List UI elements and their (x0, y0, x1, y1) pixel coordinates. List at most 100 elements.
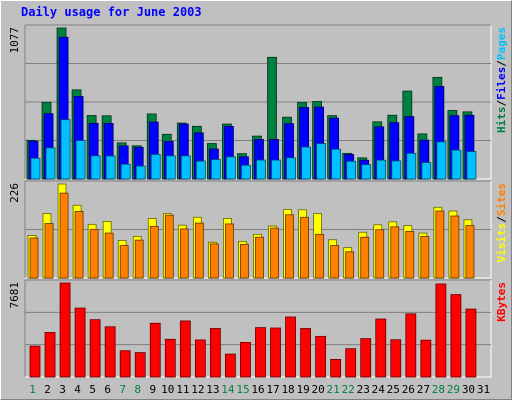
bar-kbytes-day-17 (270, 327, 281, 378)
bar-kbytes-day-21 (330, 358, 342, 378)
bar-pages-day-10 (165, 155, 176, 180)
bar-pages-day-23 (361, 164, 372, 180)
legend-1: Hits/Files/Pages (495, 27, 508, 133)
bar-kbytes-day-15 (240, 341, 251, 378)
x-tick-label-day-1: 1 (29, 383, 36, 396)
bar-sites-day-13 (209, 243, 219, 279)
bar-pages-day-1 (30, 157, 41, 180)
legend-entry: Pages (495, 27, 508, 60)
bar-sites-day-17 (270, 227, 279, 279)
bar-kbytes-day-3 (59, 282, 71, 378)
x-tick-label-day-14: 14 (221, 383, 235, 396)
bar-kbytes-day-10 (164, 338, 176, 378)
bar-pages-day-27 (421, 162, 432, 180)
x-tick-label-day-12: 12 (191, 383, 204, 396)
x-tick-label-day-26: 26 (402, 383, 415, 396)
bar-pages-day-20 (316, 143, 327, 180)
bar-kbytes-day-11 (179, 320, 191, 378)
bar-kbytes-day-29 (450, 294, 462, 378)
bar-sites-day-23 (360, 236, 370, 279)
bar-sites-day-24 (375, 229, 385, 279)
bar-pages-day-14 (226, 156, 236, 180)
bar-kbytes-day-5 (89, 319, 101, 378)
bar-sites-day-1 (29, 237, 39, 279)
x-tick-label-day-19: 19 (296, 383, 309, 396)
bar-kbytes-day-18 (285, 316, 296, 378)
x-tick-label-day-9: 9 (149, 383, 156, 396)
bar-pages-day-11 (180, 155, 191, 180)
legend-entry: Sites (495, 183, 508, 216)
x-tick-label-day-28: 28 (432, 383, 445, 396)
x-tick-label-day-7: 7 (119, 383, 126, 396)
bar-sites-day-6 (104, 232, 114, 279)
x-tick-label-day-10: 10 (161, 383, 174, 396)
bar-sites-day-22 (345, 251, 355, 279)
bar-sites-day-28 (435, 210, 445, 279)
chart-title: Daily usage for June 2003 (21, 5, 202, 19)
legend-3: KBytes (495, 282, 508, 322)
x-tick-label-day-5: 5 (89, 383, 96, 396)
legend-entry: / (495, 100, 508, 107)
x-tick-label-day-16: 16 (251, 383, 264, 396)
legend-entry: KBytes (495, 282, 508, 322)
bar-sites-day-25 (390, 226, 400, 279)
x-tick-label-day-21: 21 (327, 383, 340, 396)
bar-kbytes-day-26 (405, 313, 417, 378)
bar-sites-day-2 (44, 223, 54, 279)
bar-kbytes-day-16 (255, 327, 266, 378)
bar-pages-day-17 (271, 159, 281, 180)
bar-kbytes-day-2 (44, 332, 56, 378)
bar-pages-day-18 (286, 157, 296, 180)
bar-kbytes-day-1 (29, 345, 41, 378)
bar-sites-day-27 (420, 236, 430, 279)
x-tick-label-day-6: 6 (104, 383, 111, 396)
bar-sites-day-15 (240, 243, 249, 279)
legend-entry: Files (495, 67, 508, 100)
bar-kbytes-day-14 (225, 353, 236, 378)
bar-pages-day-28 (436, 141, 447, 180)
bar-pages-day-6 (105, 155, 116, 180)
bar-sites-day-20 (315, 233, 325, 279)
bar-sites-day-3 (59, 192, 69, 279)
bar-pages-day-9 (150, 154, 161, 180)
x-tick-label-day-2: 2 (44, 383, 51, 396)
bar-pages-day-24 (376, 159, 387, 180)
bar-pages-day-22 (346, 160, 357, 180)
x-tick-label-day-20: 20 (312, 383, 325, 396)
bar-sites-day-10 (164, 214, 174, 279)
bar-pages-day-3 (60, 119, 71, 180)
x-tick-label-day-11: 11 (176, 383, 189, 396)
x-tick-label-day-18: 18 (281, 383, 294, 396)
bar-pages-day-16 (256, 159, 266, 180)
x-tick-label-day-4: 4 (74, 383, 81, 396)
legend-entry: Hits (495, 107, 508, 134)
bar-pages-day-25 (391, 160, 402, 180)
x-tick-label-day-24: 24 (372, 383, 386, 396)
bar-sites-day-18 (285, 214, 294, 279)
legend-entry: / (495, 60, 508, 67)
y-max-label: 1077 (8, 27, 21, 54)
bar-kbytes-day-20 (315, 335, 327, 378)
bar-kbytes-day-22 (345, 348, 357, 378)
bar-sites-day-21 (330, 245, 340, 279)
bar-kbytes-day-23 (360, 338, 372, 378)
bar-kbytes-day-27 (420, 339, 432, 378)
x-tick-label-day-25: 25 (387, 383, 400, 396)
x-tick-label-day-15: 15 (236, 383, 249, 396)
bar-pages-day-21 (331, 148, 342, 180)
bar-pages-day-5 (90, 155, 101, 180)
bar-pages-day-12 (195, 160, 206, 180)
bar-pages-day-29 (451, 149, 462, 180)
bar-sites-day-9 (149, 226, 159, 279)
x-tick-label-day-30: 30 (462, 383, 475, 396)
bar-kbytes-day-12 (194, 339, 206, 378)
bar-pages-day-8 (135, 165, 146, 180)
x-tick-label-day-27: 27 (417, 383, 430, 396)
bar-sites-day-26 (405, 231, 415, 279)
bar-pages-day-30 (466, 151, 477, 180)
bar-pages-day-15 (241, 164, 251, 180)
bar-sites-day-5 (89, 228, 99, 279)
bar-sites-day-8 (134, 239, 144, 279)
bar-kbytes-day-6 (104, 326, 116, 378)
